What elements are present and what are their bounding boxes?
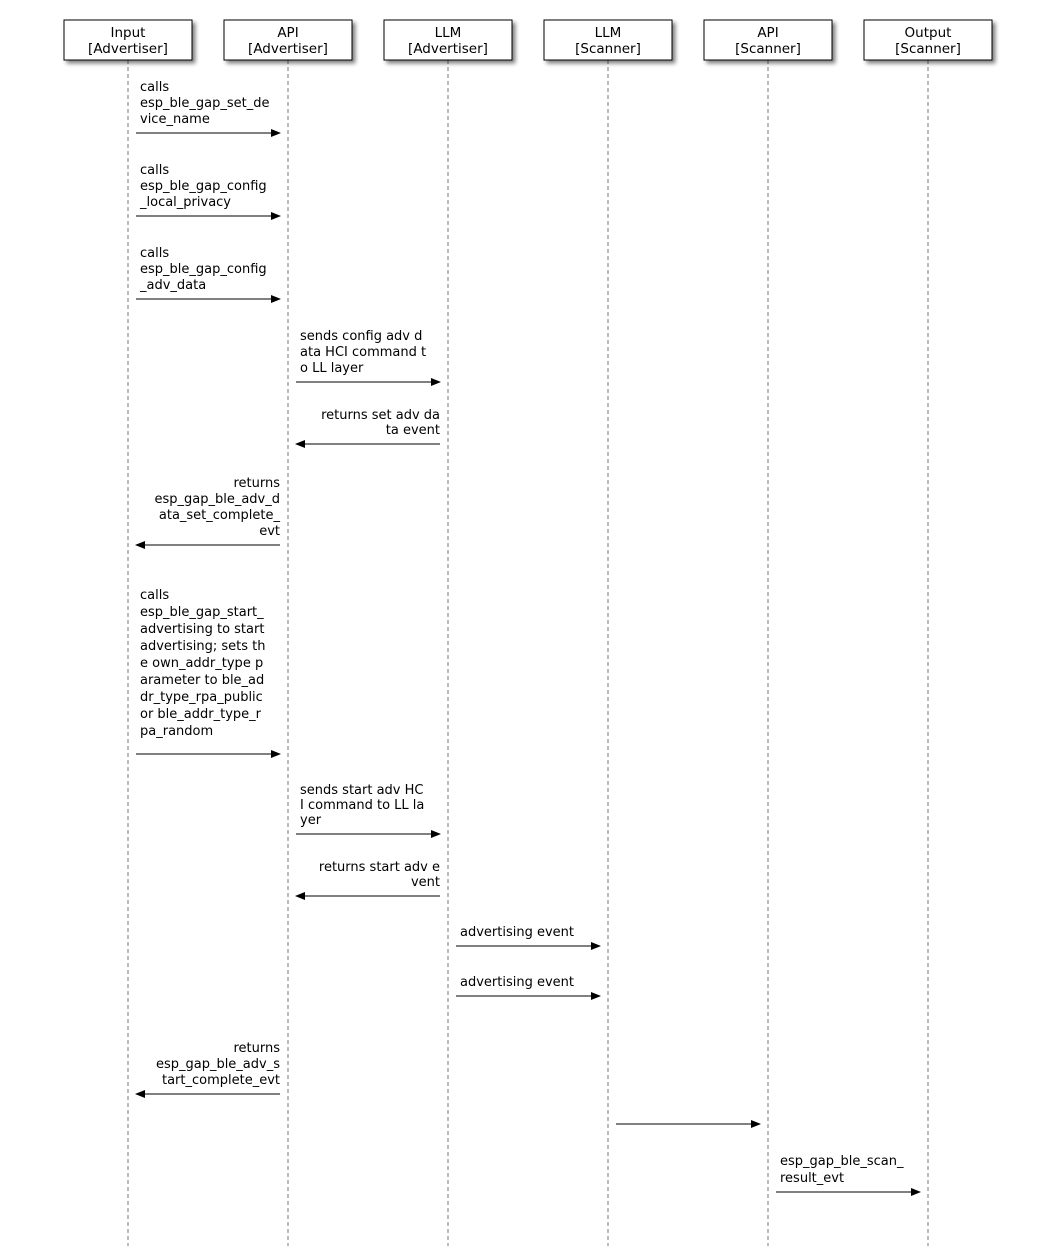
actor-box: API[Scanner]	[703, 19, 833, 61]
message: returns set adv data event	[295, 408, 440, 448]
actor-name: API	[277, 25, 298, 41]
message-label: esp_ble_gap_set_de	[140, 96, 269, 111]
message-label: evt	[259, 524, 280, 539]
message-label: e own_addr_type p	[140, 656, 263, 671]
message-label: advertising to start	[140, 622, 264, 637]
message-label: advertising event	[460, 975, 574, 990]
actor-box: Input[Advertiser]	[63, 19, 193, 61]
message-label: _adv_data	[139, 278, 206, 293]
message-label: advertising event	[460, 925, 574, 940]
message-label: sends config adv d	[300, 329, 422, 344]
actor-role: [Scanner]	[735, 41, 801, 57]
message-label: esp_ble_gap_start_	[140, 605, 264, 620]
actor-name: LLM	[435, 25, 462, 41]
message-label: returns set adv da	[321, 408, 440, 423]
message-label: arameter to ble_ad	[140, 673, 264, 688]
message-label: esp_gap_ble_scan_	[780, 1154, 904, 1169]
actor-role: [Scanner]	[895, 41, 961, 57]
actor-name: LLM	[595, 25, 622, 41]
actor-box: Output[Scanner]	[863, 19, 993, 61]
message: advertising event	[456, 925, 601, 950]
message-label: _local_privacy	[139, 195, 231, 210]
message-label: or ble_addr_type_r	[140, 707, 262, 722]
message-label: esp_gap_ble_adv_d	[154, 492, 280, 507]
message-label: returns	[233, 1041, 280, 1056]
message-label: ata_set_complete_	[159, 508, 281, 523]
message-label: esp_ble_gap_config	[140, 179, 267, 194]
message: advertising event	[456, 975, 601, 1000]
message-label: advertising; sets th	[140, 639, 265, 654]
actor-box: API[Advertiser]	[223, 19, 353, 61]
message-label: calls	[140, 246, 169, 261]
message: sends start adv HCI command to LL layer	[296, 783, 441, 838]
message-label: pa_random	[140, 724, 213, 739]
message: sends config adv data HCI command to LL …	[296, 329, 441, 386]
message: esp_gap_ble_scan_ result_evt	[776, 1154, 921, 1196]
message-label: ata HCI command t	[300, 345, 426, 360]
actor-name: API	[757, 25, 778, 41]
actor-box-frame	[543, 19, 673, 61]
message-label: result_evt	[780, 1171, 844, 1186]
message-label: returns	[233, 476, 280, 491]
actor-role: [Advertiser]	[88, 41, 168, 57]
message-label: tart_complete_evt	[162, 1073, 280, 1088]
message-label: dr_type_rpa_public	[140, 690, 263, 705]
actor-box-frame	[63, 19, 193, 61]
actor-box: LLM[Advertiser]	[383, 19, 513, 61]
message: returnsesp_gap_ble_adv_data_set_complete…	[135, 476, 281, 549]
actor-box: LLM[Scanner]	[543, 19, 673, 61]
message-label: vent	[411, 875, 440, 890]
actor-role: [Advertiser]	[408, 41, 488, 57]
actor-box-frame	[703, 19, 833, 61]
message-label: esp_ble_gap_config	[140, 262, 267, 277]
message-label: yer	[300, 813, 322, 828]
message-label: calls	[140, 588, 169, 603]
message-label: calls	[140, 163, 169, 178]
actor-role: [Advertiser]	[248, 41, 328, 57]
actor-box-frame	[863, 19, 993, 61]
message-label: esp_gap_ble_adv_s	[156, 1057, 280, 1072]
message-label: ta event	[386, 423, 440, 438]
actor-name: Output	[905, 25, 952, 41]
message-label: I command to LL la	[300, 798, 424, 813]
actor-box-frame	[223, 19, 353, 61]
message: returns start adv event	[295, 860, 440, 900]
message-label: calls	[140, 80, 169, 95]
message: returnsesp_gap_ble_adv_start_complete_ev…	[135, 1041, 280, 1098]
actor-box-frame	[383, 19, 513, 61]
actor-role: [Scanner]	[575, 41, 641, 57]
message-label: vice_name	[140, 112, 210, 127]
message: calls esp_ble_gap_start_ advertising to st…	[136, 588, 281, 758]
message-label: o LL layer	[300, 361, 364, 376]
message-label: sends start adv HC	[300, 783, 423, 798]
message-label: returns start adv e	[319, 860, 440, 875]
actor-name: Input	[111, 25, 146, 41]
